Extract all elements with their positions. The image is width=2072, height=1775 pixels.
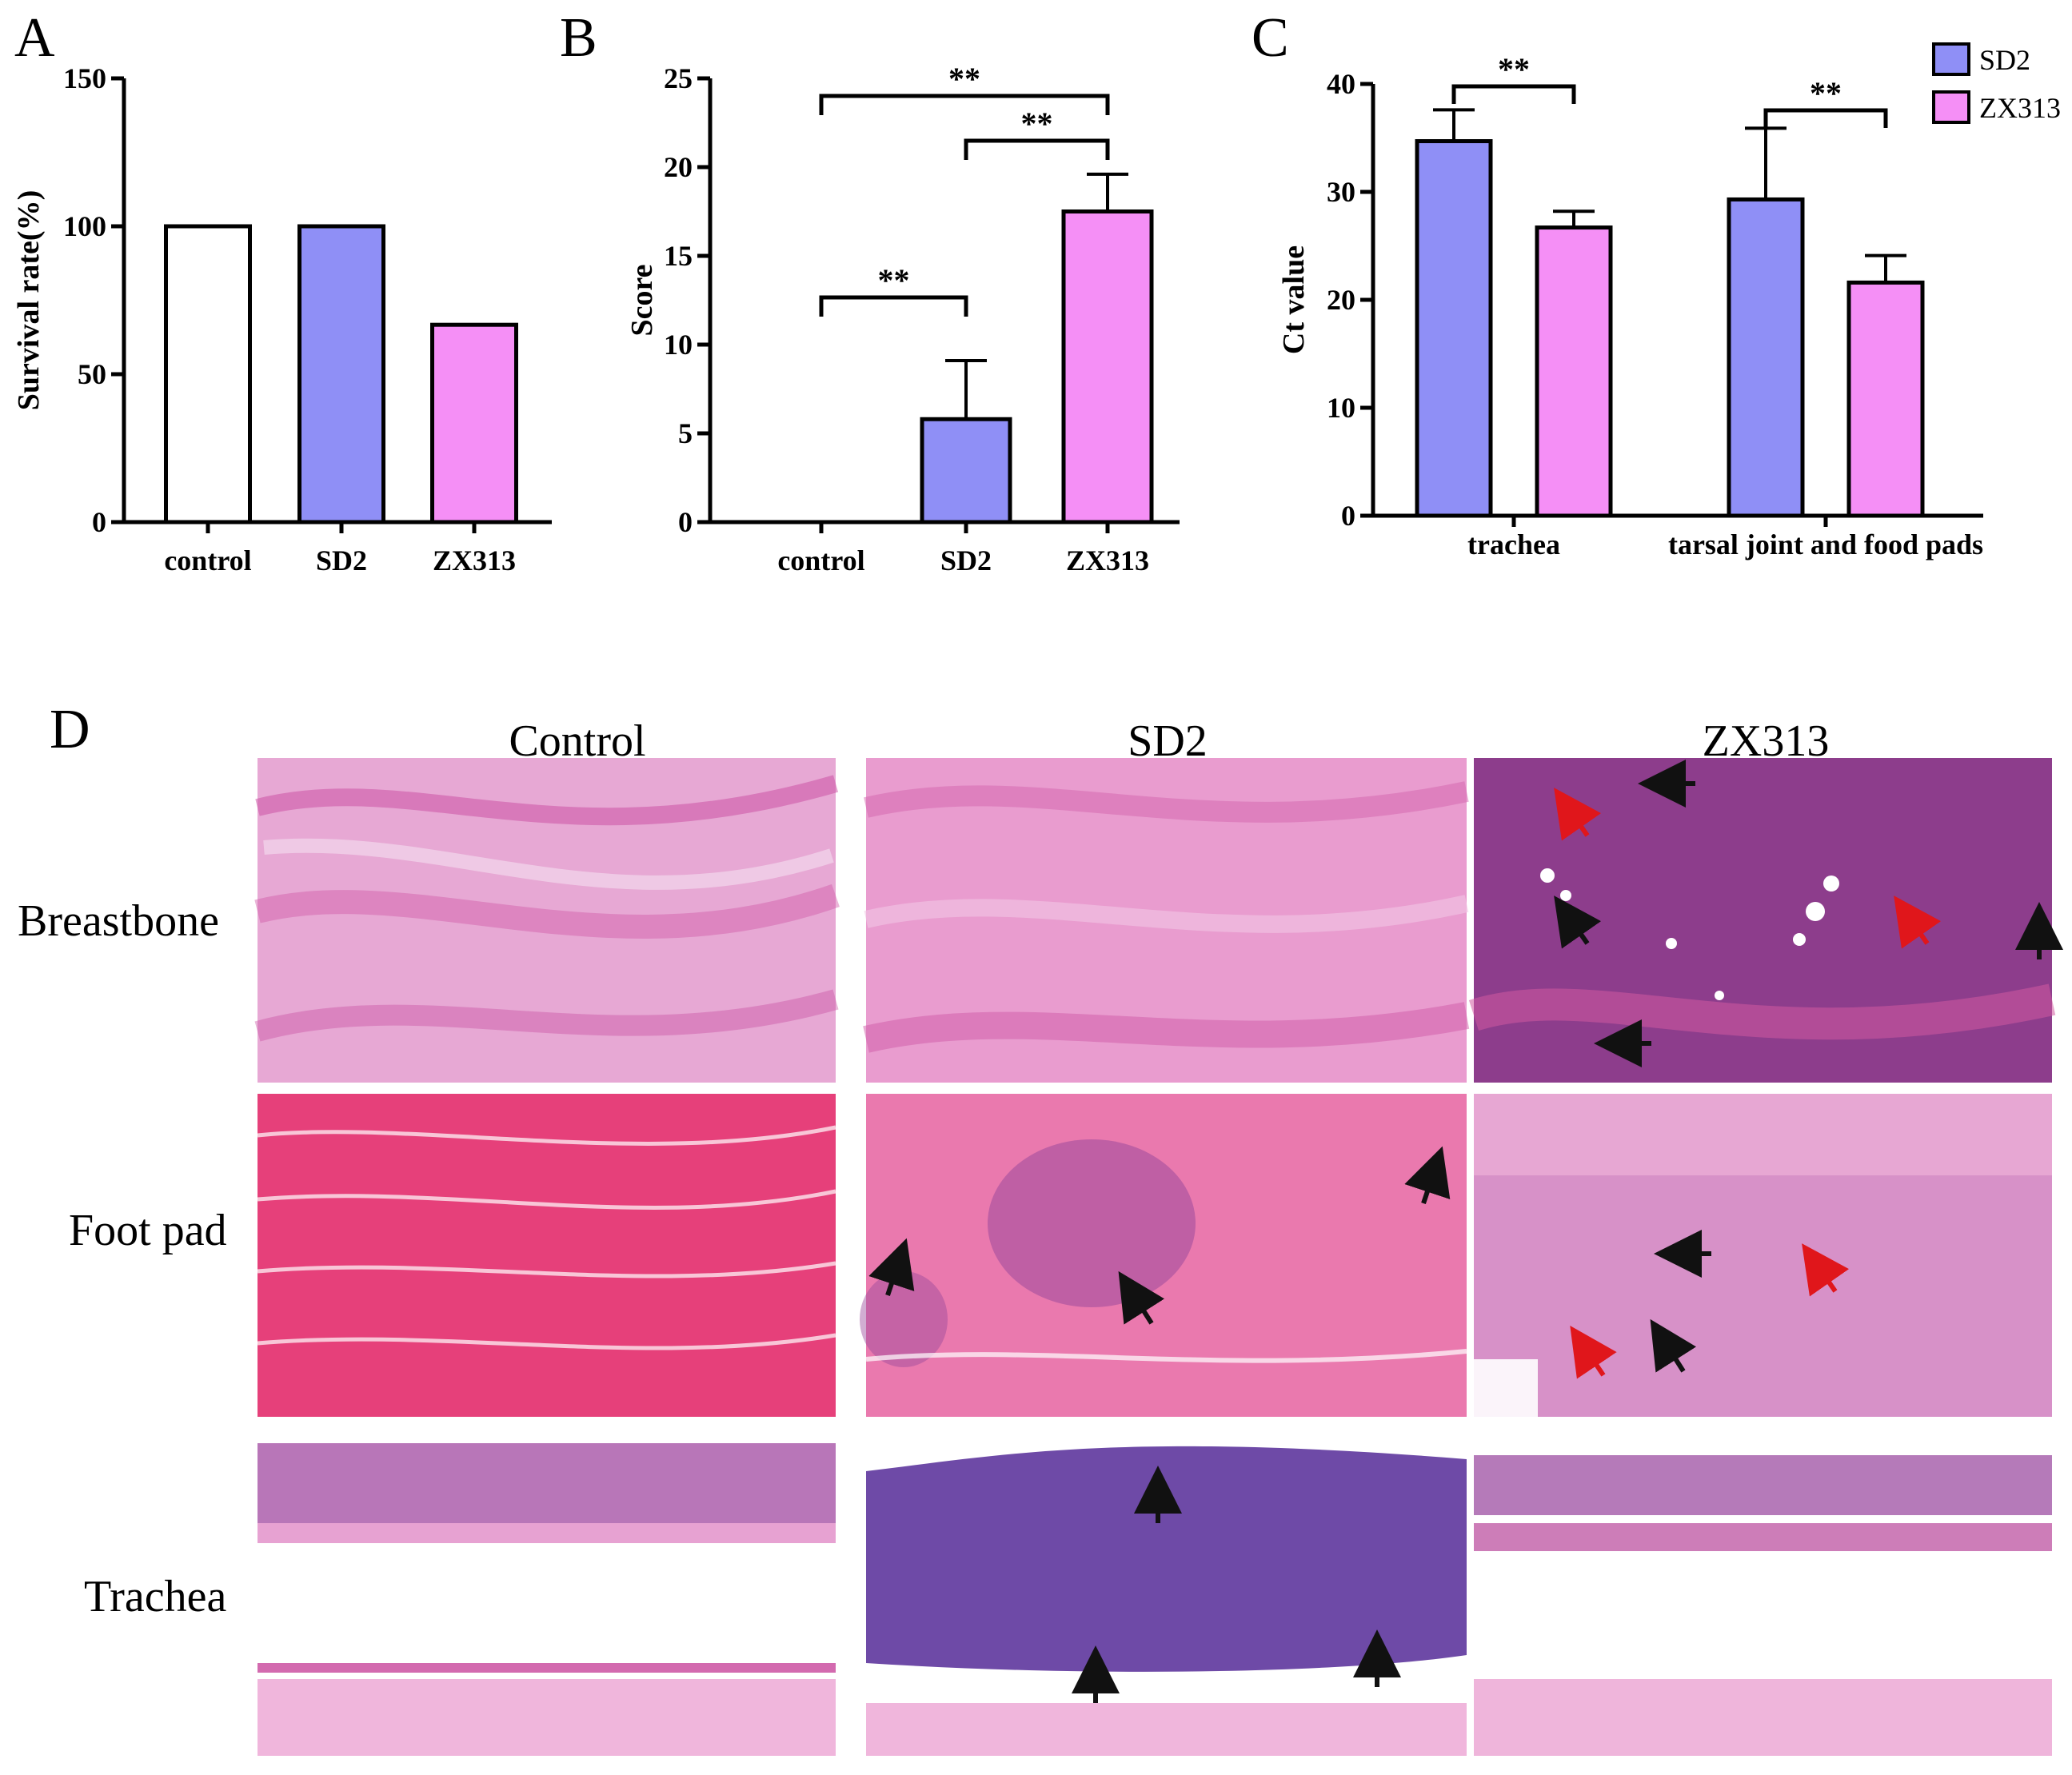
y-axis-label: Score (625, 264, 659, 336)
arrow-marker (1802, 1243, 1850, 1297)
y-tick-label: 25 (664, 62, 693, 94)
histology-grid (254, 758, 2063, 1756)
black-arrows (868, 760, 2063, 1703)
y-tick-label: 20 (664, 151, 693, 183)
significance-bracket (1763, 108, 1888, 128)
y-tick-label: 20 (1327, 284, 1355, 316)
arrow-marker (1404, 1146, 1451, 1204)
panel-letter-a: A (14, 7, 55, 69)
arrow-marker (1650, 1318, 1697, 1373)
micrograph-sd2-trachea (866, 1431, 1467, 1756)
x-tick-label: SD2 (316, 544, 367, 576)
micrograph-zx313-trachea (1474, 1431, 2052, 1756)
x-tick-label: tarsal joint and food pads (1668, 529, 1983, 560)
bar (920, 417, 1012, 525)
column-label-sd2: SD2 (1128, 716, 1208, 766)
row-label-breastbone: Breastbone (18, 896, 219, 946)
y-tick-label: 100 (63, 210, 106, 242)
significance-label: ** (1498, 51, 1530, 87)
significance-bracket (1451, 84, 1576, 104)
significance-label: ** (1021, 106, 1053, 142)
y-tick-label: 40 (1327, 68, 1355, 100)
arrow-marker (1118, 1270, 1165, 1325)
bar (1061, 209, 1154, 525)
histology-labels: Control SD2 ZX313 Breastbone Foot pad Tr… (18, 716, 1829, 1621)
bar (1535, 225, 1613, 518)
panel-letter-c: C (1252, 7, 1289, 69)
y-axis-label: Ct value (1277, 245, 1311, 354)
bar (297, 224, 385, 525)
x-tick-label: control (164, 544, 251, 576)
bar (430, 322, 518, 525)
x-tick-label: ZX313 (433, 544, 516, 576)
significance-label: ** (948, 61, 980, 97)
legend-swatch (1932, 90, 1970, 124)
y-tick-label: 5 (678, 417, 693, 449)
panel-letter-b: B (560, 7, 597, 69)
micrograph-zx313-foot-pad (1474, 1094, 2052, 1417)
arrow-marker (1570, 1326, 1617, 1379)
micrograph-zx313-breastbone (1468, 758, 2056, 1083)
arrow-marker (1894, 895, 1942, 949)
micrograph-sd2-foot-pad (860, 1094, 1467, 1417)
significance-label: ** (878, 262, 910, 298)
bar (164, 224, 252, 525)
legend-label: SD2 (1979, 44, 2030, 76)
y-tick-label: 0 (92, 506, 106, 538)
arrow-marker (1554, 895, 1602, 949)
micrograph-control-breastbone (254, 758, 840, 1083)
arrow-marker (868, 1238, 915, 1296)
row-label-foot-pad: Foot pad (69, 1206, 227, 1255)
bar (1415, 139, 1493, 518)
significance-bracket (819, 94, 1110, 115)
significance-bracket (964, 138, 1110, 160)
chart-b: 0 5 10 15 20 25 Score control SD2 ZX313 ** ** ** (625, 61, 1180, 576)
significance-label: ** (1810, 75, 1842, 111)
arrow-marker (1554, 788, 1602, 841)
significance-bracket (819, 295, 968, 317)
x-tick-label: control (777, 544, 864, 576)
x-tick-label: SD2 (940, 544, 992, 576)
micrograph-control-trachea (258, 1431, 836, 1756)
micrograph-control-foot-pad (257, 1094, 836, 1417)
legend-label: ZX313 (1979, 92, 2061, 124)
y-tick-label: 15 (664, 240, 693, 272)
micrograph-sd2-breastbone (863, 758, 1470, 1083)
y-axis-label: Survival rate(%) (12, 190, 46, 410)
chart-c: 0 10 20 30 40 Ct value trachea ** tarsal joint a… (1277, 42, 2061, 560)
row-label-trachea: Trachea (84, 1572, 226, 1621)
y-tick-label: 0 (1341, 500, 1355, 532)
x-tick-label: ZX313 (1066, 544, 1149, 576)
y-tick-label: 10 (1327, 392, 1355, 424)
red-arrows (1554, 788, 1942, 1379)
bar (1727, 197, 1805, 518)
column-label-control: Control (509, 716, 645, 766)
column-label-zx313: ZX313 (1703, 716, 1830, 766)
y-tick-label: 0 (678, 506, 693, 538)
y-tick-label: 150 (63, 62, 106, 94)
bar (1846, 280, 1925, 518)
y-tick-label: 30 (1327, 176, 1355, 208)
panel-letter-d: D (50, 699, 90, 760)
x-tick-label: trachea (1467, 529, 1560, 560)
chart-a: 0 50 100 150 Survival rate(%) control SD2 ZX313 (12, 62, 552, 576)
y-tick-label: 10 (664, 329, 693, 361)
y-tick-label: 50 (78, 358, 106, 390)
legend-swatch (1932, 42, 1970, 76)
